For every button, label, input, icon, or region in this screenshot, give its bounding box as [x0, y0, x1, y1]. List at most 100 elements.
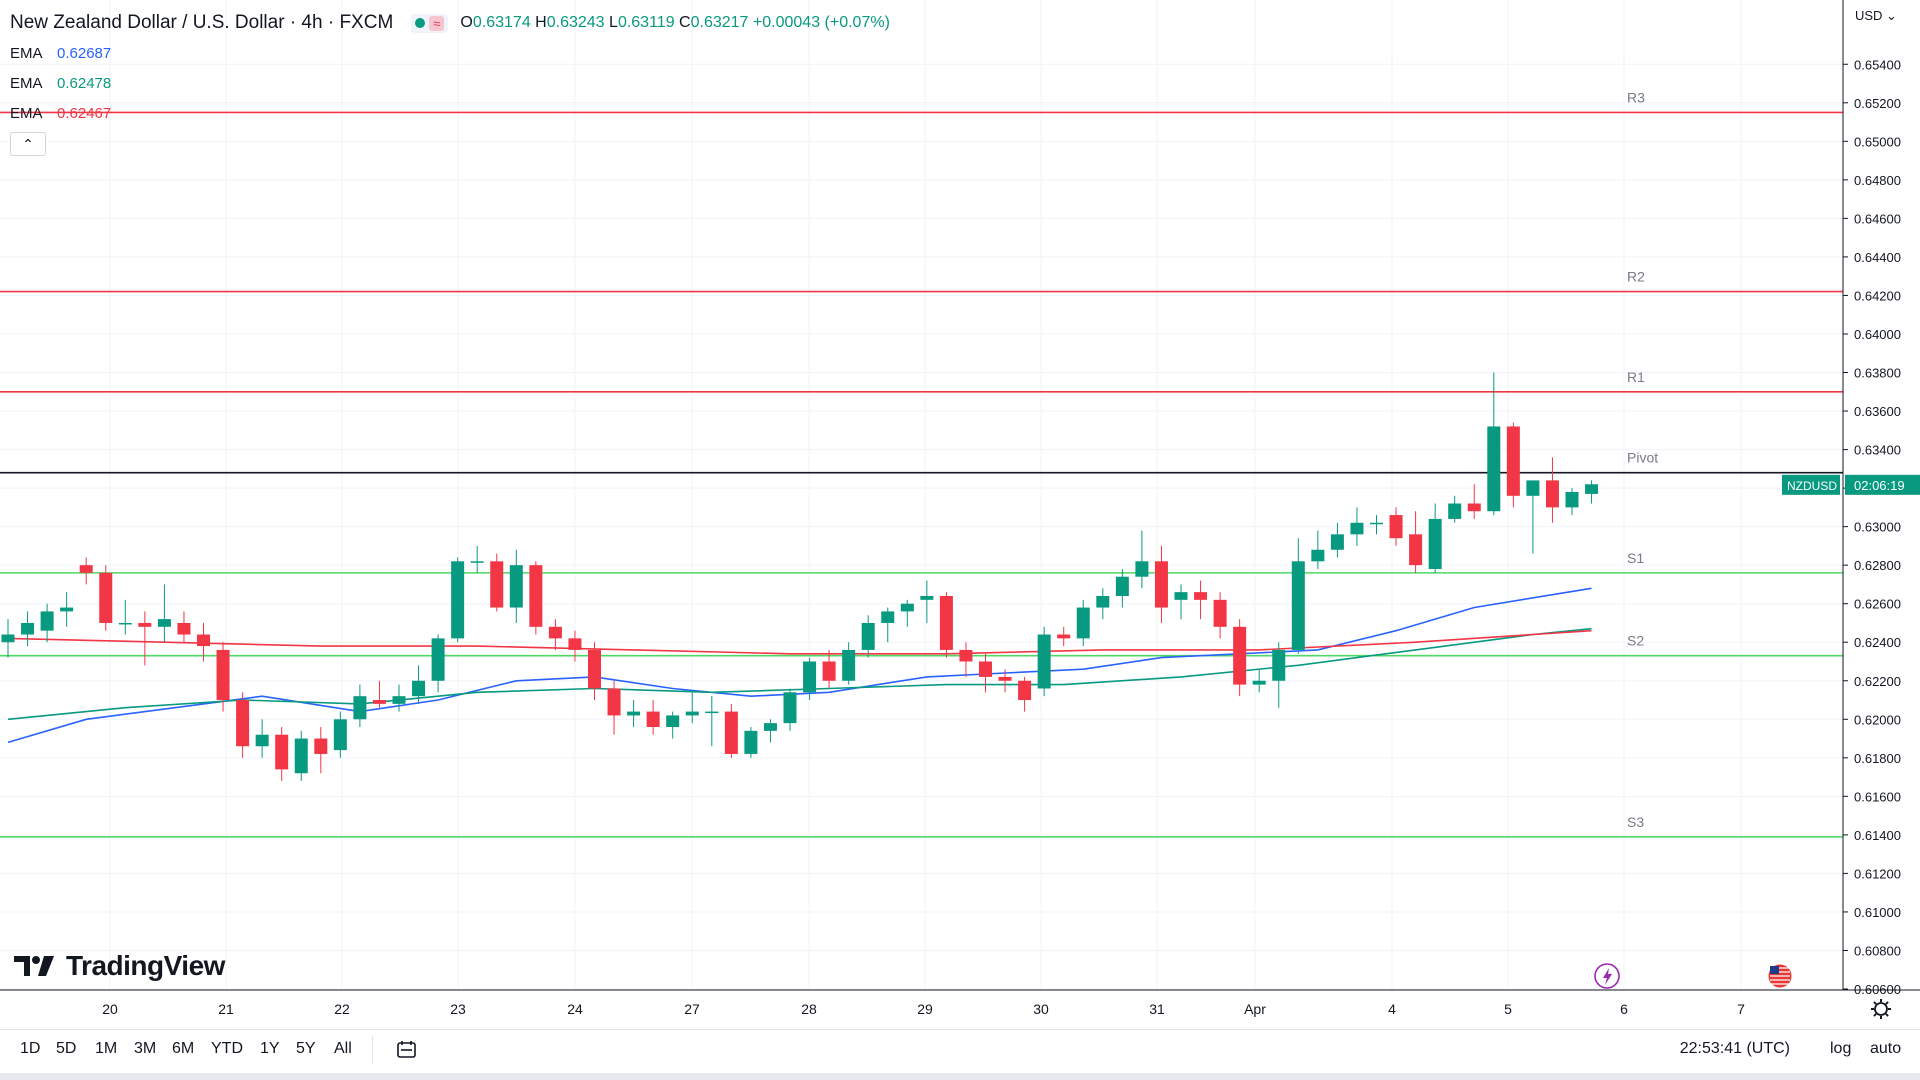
time-tick-label: 29 [917, 1001, 933, 1017]
candle [1545, 457, 1559, 523]
candle [118, 599, 132, 635]
price-axis-bg [1843, 0, 1920, 1029]
utc-clock[interactable]: 22:53:41 (UTC) [1679, 1040, 1790, 1057]
price-tick-label: 0.62200 [1854, 674, 1901, 689]
candle [470, 545, 484, 573]
candle [1252, 669, 1266, 693]
currency-label: USD ⌄ [1855, 8, 1897, 23]
candle [294, 730, 308, 781]
status-pill[interactable]: ≈ [411, 13, 449, 33]
bottom-toolbar [0, 1029, 1920, 1074]
candle [1506, 422, 1520, 508]
candle [372, 680, 386, 708]
candle [333, 711, 347, 758]
level-label-s3: S3 [1627, 814, 1644, 830]
price-tick-label: 0.65000 [1854, 134, 1901, 149]
ohlc-values: O0.63174 H0.63243 L0.63119 C0.63217 +0.0… [460, 14, 890, 31]
countdown-label: 02:06:19 [1854, 478, 1905, 493]
candle [881, 607, 895, 643]
candle [959, 642, 973, 677]
price-tick-label: 0.62600 [1854, 597, 1901, 612]
symbol-tag-label: NZDUSD [1787, 479, 1837, 493]
logo-text: TradingView [66, 950, 225, 981]
time-tick-label: Apr [1244, 1001, 1266, 1017]
settings-gear-icon[interactable] [1871, 999, 1891, 1019]
candle [1448, 495, 1462, 523]
price-tick-label: 0.65200 [1854, 96, 1901, 111]
candle [138, 611, 152, 666]
time-tick-label: 22 [334, 1001, 350, 1017]
time-tick-label: 7 [1737, 1001, 1745, 1017]
level-label-r1: R1 [1627, 369, 1645, 385]
candle [1233, 619, 1247, 697]
time-tick-label: 20 [102, 1001, 118, 1017]
candle [60, 592, 74, 627]
bottom-strip [0, 1073, 1920, 1080]
candle [803, 657, 817, 701]
price-tick-label: 0.63400 [1854, 443, 1901, 458]
candle [255, 719, 269, 758]
level-label-s1: S1 [1627, 550, 1644, 566]
ema-legend-1[interactable]: EMA 0.62687 [10, 44, 112, 62]
chevron-up-icon: ⌃ [22, 135, 34, 152]
candle [177, 611, 191, 643]
symbol-title[interactable]: New Zealand Dollar / U.S. Dollar · 4h · … [10, 12, 394, 33]
candle [1311, 530, 1325, 570]
level-label-r3: R3 [1627, 89, 1645, 105]
auto-scale-button[interactable]: auto [1870, 1040, 1902, 1057]
timeframe-1m[interactable]: 1M [95, 1040, 118, 1057]
price-tick-label: 0.60800 [1854, 943, 1901, 958]
candle [607, 680, 621, 735]
time-tick-label: 30 [1033, 1001, 1049, 1017]
high-value: 0.63243 [546, 14, 605, 31]
candle [998, 669, 1012, 693]
us-flag-event-icon[interactable] [1767, 963, 1793, 989]
tradingview-logo[interactable]: TradingView [14, 950, 225, 982]
candle [1330, 522, 1344, 558]
lightning-event-icon[interactable] [1594, 963, 1620, 989]
candle [1291, 538, 1305, 654]
timeframe-1d[interactable]: 1D [20, 1040, 41, 1057]
price-tick-label: 0.62000 [1854, 712, 1901, 727]
timeframe-6m[interactable]: 6M [172, 1040, 195, 1057]
date-range-icon[interactable] [396, 1040, 418, 1060]
timeframe-ytd[interactable]: YTD [211, 1040, 243, 1057]
candle [412, 665, 426, 704]
timeframe-5d[interactable]: 5D [56, 1040, 77, 1057]
candle [353, 684, 367, 727]
candle [1194, 580, 1208, 620]
candle [646, 700, 660, 735]
price-tick-label: 0.61800 [1854, 751, 1901, 766]
candle [1154, 545, 1168, 623]
symbol-price-tag: NZDUSD [1782, 474, 1840, 495]
log-scale-button[interactable]: log [1830, 1040, 1852, 1057]
candle [1096, 588, 1110, 620]
ema-legend-3[interactable]: EMA 0.62467 [10, 104, 112, 122]
timeframe-1y[interactable]: 1Y [260, 1040, 280, 1057]
candle [216, 642, 230, 712]
candle [1428, 503, 1442, 573]
timeframe-3m[interactable]: 3M [134, 1040, 157, 1057]
timeframe-5y[interactable]: 5Y [296, 1040, 316, 1057]
ema-legend-2[interactable]: EMA 0.62478 [10, 74, 112, 92]
price-tick-label: 0.65400 [1854, 57, 1901, 72]
price-axis: 0.65400 0.65200 0.65000 0.64800 0.64600 0.644… [0, 0, 1920, 1029]
price-tick-label: 0.61600 [1854, 789, 1901, 804]
candle [1, 619, 15, 658]
time-tick-label: 21 [218, 1001, 234, 1017]
price-tick-label: 0.63600 [1854, 404, 1901, 419]
candle [392, 684, 406, 712]
collapse-legend-button[interactable]: ⌃ [10, 132, 46, 156]
timeframe-all[interactable]: All [334, 1040, 352, 1057]
candle [724, 703, 738, 758]
candle [1585, 480, 1599, 504]
candle [1526, 480, 1540, 554]
candle [1213, 592, 1227, 639]
ema-value-3: 0.62467 [57, 104, 112, 122]
candles [1, 372, 1793, 989]
time-tick-label: 6 [1620, 1001, 1628, 1017]
candle [1389, 507, 1403, 546]
price-tick-label: 0.64600 [1854, 211, 1901, 226]
candle [1076, 599, 1090, 647]
